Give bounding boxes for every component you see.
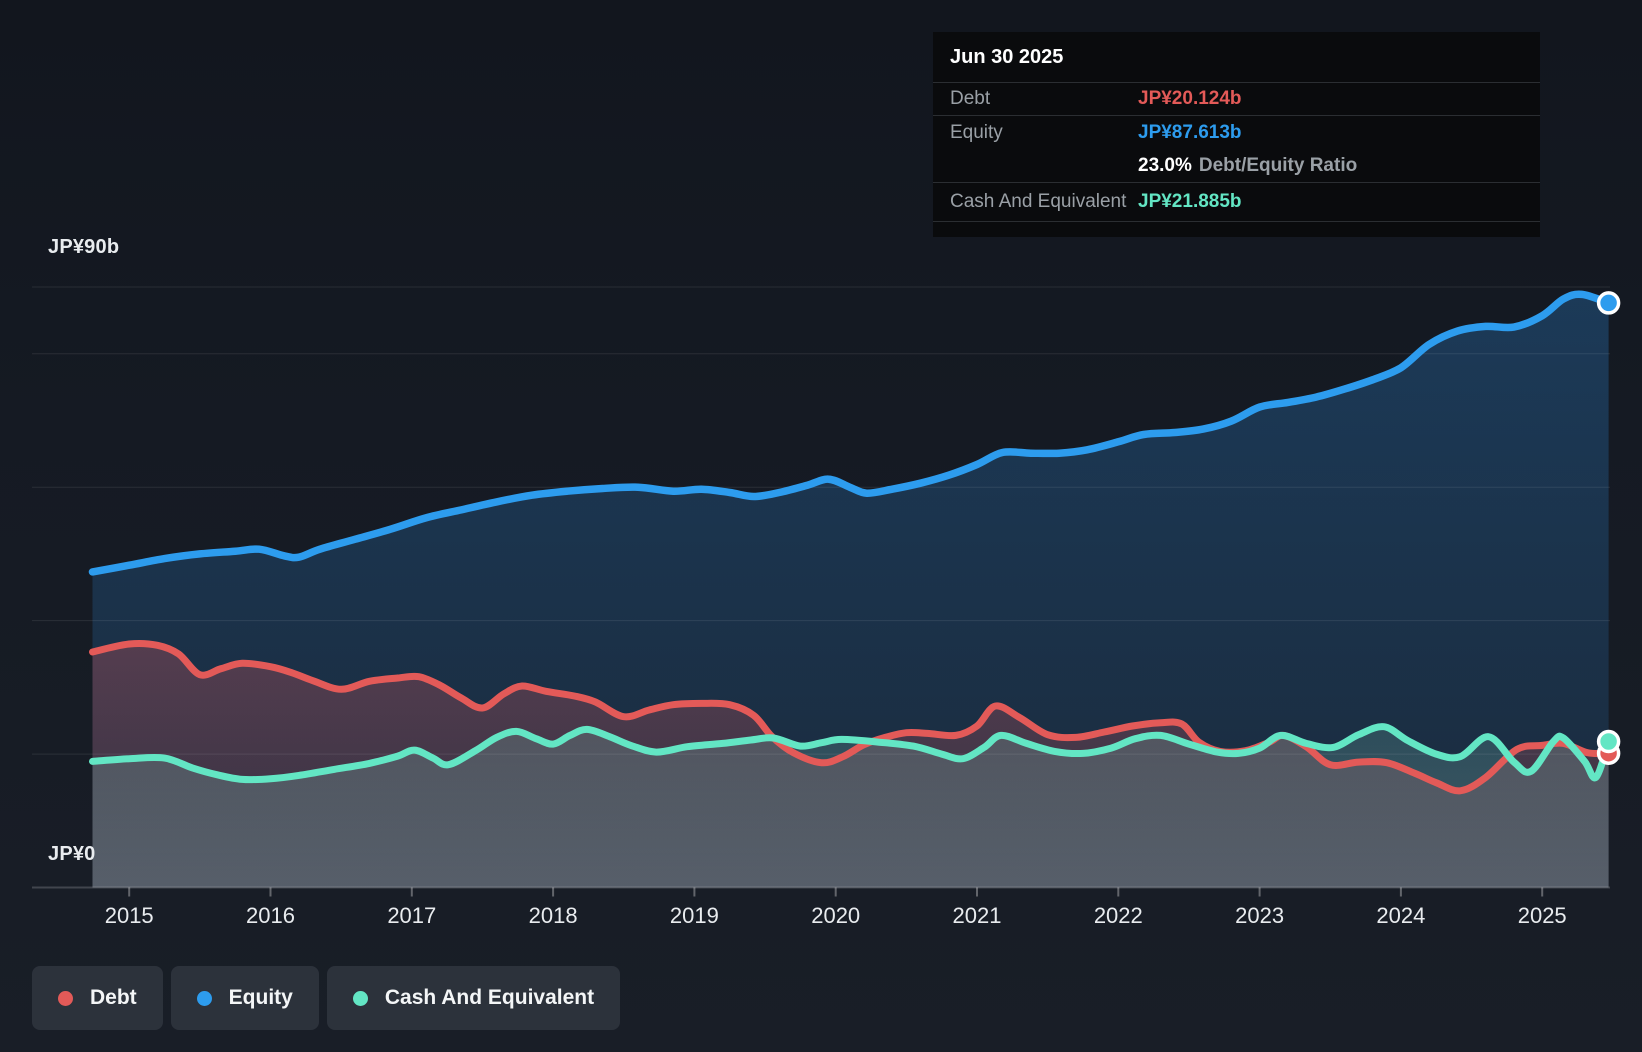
x-tick-label: 2016 bbox=[246, 903, 295, 928]
tooltip-ratio-label: Debt/Equity Ratio bbox=[1198, 154, 1358, 176]
series-end-markers bbox=[1596, 291, 1621, 765]
x-tick-label: 2021 bbox=[953, 903, 1002, 928]
tooltip-row-cash: Cash And Equivalent JP¥21.885b bbox=[933, 183, 1540, 222]
legend-debt-label: Debt bbox=[90, 986, 137, 1009]
x-tick-label: 2017 bbox=[387, 903, 436, 928]
series-lines bbox=[88, 290, 1613, 795]
x-tick-label: 2018 bbox=[529, 903, 578, 928]
equity-series-dot-icon bbox=[196, 990, 212, 1006]
y-axis-max-label: JP¥90b bbox=[48, 236, 120, 258]
x-axis: 2015 2016 2017 2018 2019 2020 2021 2022 2023 2024… bbox=[32, 886, 1610, 928]
debt-series-dot-icon bbox=[58, 990, 73, 1006]
legend: Debt Equity Cash And Equivalent bbox=[32, 966, 621, 1030]
tooltip-cash-value: JP¥21.885b bbox=[1138, 191, 1242, 212]
debt-line bbox=[89, 639, 1613, 795]
legend-item-debt[interactable]: Debt bbox=[32, 966, 163, 1030]
area-fills bbox=[92, 294, 1609, 888]
tooltip-debt-label: Debt bbox=[950, 88, 991, 109]
x-tick-label: 2024 bbox=[1376, 903, 1425, 928]
cash-and-equivalent-area bbox=[92, 726, 1609, 888]
cash-series-dot-icon bbox=[352, 990, 368, 1006]
x-tick-label: 2019 bbox=[670, 903, 719, 928]
tooltip-row-equity: Equity JP¥87.613b bbox=[933, 116, 1540, 149]
tooltip-debt-value: JP¥20.124b bbox=[1138, 88, 1242, 109]
x-tick-label: 2022 bbox=[1094, 903, 1143, 928]
tooltip-cash-label: Cash And Equivalent bbox=[950, 191, 1127, 212]
tooltip-row-debt: Debt JP¥20.124b bbox=[933, 83, 1540, 116]
equity-line bbox=[88, 290, 1613, 576]
tooltip-row-ratio: 23.0% Debt/Equity Ratio bbox=[933, 149, 1540, 183]
x-tick-label: 2015 bbox=[105, 903, 154, 928]
hover-tooltip: Jun 30 2025 Debt JP¥20.124b Equity JP¥87… bbox=[933, 32, 1540, 237]
legend-cash-label: Cash And Equivalent bbox=[384, 986, 595, 1009]
gridlines bbox=[32, 286, 1610, 755]
tooltip-date: Jun 30 2025 bbox=[933, 32, 1540, 83]
tooltip-equity-label: Equity bbox=[950, 121, 1003, 143]
legend-equity-label: Equity bbox=[228, 986, 293, 1009]
cash-and-equivalent-line bbox=[89, 723, 1613, 784]
legend-item-equity[interactable]: Equity bbox=[170, 966, 319, 1030]
cash-and-equivalent-end-marker bbox=[1596, 729, 1621, 754]
equity-end-marker bbox=[1596, 291, 1621, 315]
tooltip-equity-value: JP¥87.613b bbox=[1138, 121, 1242, 143]
x-tick-label: 2023 bbox=[1235, 903, 1284, 928]
legend-item-cash[interactable]: Cash And Equivalent bbox=[326, 966, 621, 1030]
x-tick-label: 2025 bbox=[1518, 903, 1567, 928]
x-tick-label: 2020 bbox=[811, 903, 860, 928]
y-axis-zero-label: JP¥0 bbox=[48, 843, 96, 865]
tooltip-ratio-value: 23.0% bbox=[1138, 154, 1192, 176]
